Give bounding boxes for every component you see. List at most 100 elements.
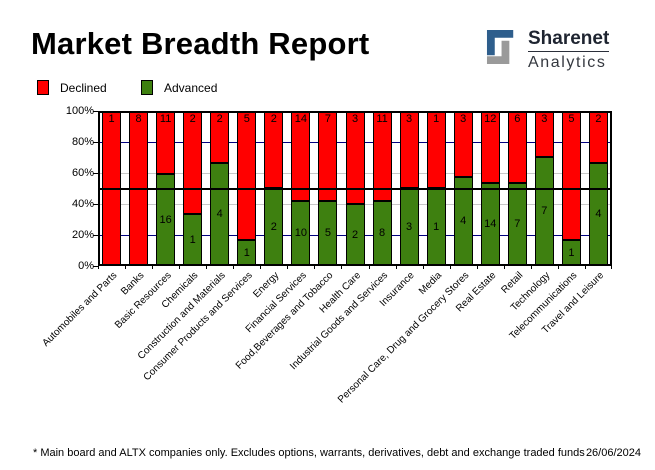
x-axis-tick	[530, 266, 532, 269]
declined-count: 5	[568, 113, 575, 125]
y-axis-tick	[93, 234, 98, 236]
y-axis-label: 40%	[71, 197, 94, 210]
declined-color-swatch	[37, 80, 49, 95]
y-axis-label: 0%	[78, 259, 94, 272]
x-axis-tick	[233, 266, 235, 269]
x-axis-tick	[584, 266, 586, 269]
bar-2: 11 16	[156, 111, 176, 266]
declined-segment: 3	[453, 111, 473, 177]
declined-count: 11	[159, 113, 172, 125]
declined-count: 7	[324, 113, 331, 125]
advanced-count: 4	[595, 208, 602, 220]
x-axis-tick	[557, 266, 559, 269]
x-axis-tick	[206, 266, 208, 269]
declined-segment: 2	[588, 111, 608, 163]
sharenet-square-s-icon	[486, 30, 514, 65]
x-axis-tick	[341, 266, 343, 269]
x-axis-tick	[125, 266, 127, 269]
x-axis-tick	[314, 266, 316, 269]
declined-segment: 3	[345, 111, 365, 204]
declined-count: 14	[294, 113, 308, 125]
y-axis-tick	[93, 110, 98, 112]
gridline-50pct	[98, 187, 612, 190]
declined-segment: 3	[399, 111, 419, 188]
declined-count: 2	[595, 113, 602, 125]
advanced-count: 7	[514, 218, 521, 230]
footnote: * Main board and ALTX companies only. Ex…	[33, 447, 585, 459]
bar-10: 11 8	[372, 111, 392, 266]
bar-14: 12 14	[480, 111, 500, 266]
advanced-count: 2	[270, 220, 277, 233]
x-axis-tick	[179, 266, 181, 269]
x-axis-tick	[98, 266, 99, 269]
declined-count: 1	[108, 113, 115, 125]
declined-segment: 2	[183, 111, 203, 214]
advanced-segment: 16	[156, 174, 176, 266]
y-axis-label: 100%	[65, 104, 94, 117]
x-axis-tick	[422, 266, 424, 269]
declined-segment: 6	[507, 111, 527, 183]
declined-segment: 1	[426, 111, 446, 188]
bar-7: 14 10	[291, 111, 311, 266]
advanced-count: 10	[294, 227, 308, 239]
declined-count: 6	[514, 113, 521, 125]
logo-brand-name: Sharenet	[528, 29, 610, 52]
x-axis-tick	[368, 266, 370, 269]
advanced-count: 16	[159, 213, 172, 226]
advanced-count: 2	[351, 228, 359, 241]
advanced-count: 1	[433, 220, 440, 233]
declined-count: 3	[541, 113, 548, 125]
x-axis-tick	[503, 266, 505, 269]
declined-count: 8	[135, 113, 142, 125]
legend-label-advanced: Advanced	[164, 80, 218, 95]
y-axis-tick	[93, 172, 98, 174]
declined-segment: 11	[372, 111, 392, 201]
advanced-segment: 5	[318, 201, 338, 266]
advanced-count: 7	[541, 205, 548, 217]
declined-segment: 14	[291, 111, 311, 201]
advanced-segment: 1	[183, 214, 203, 266]
y-axis-tick	[93, 203, 98, 205]
declined-count: 1	[433, 113, 440, 125]
advanced-segment: 4	[588, 163, 608, 266]
logo-text: Sharenet Analytics	[528, 29, 610, 72]
y-axis-label: 80%	[71, 135, 94, 148]
declined-count: 2	[189, 113, 196, 125]
x-axis-tick	[287, 266, 289, 269]
advanced-segment: 10	[291, 201, 311, 266]
declined-count: 3	[351, 113, 359, 125]
advanced-segment: 7	[534, 157, 554, 266]
sharenet-logo: Sharenet Analytics	[486, 29, 610, 72]
declined-segment: 11	[156, 111, 176, 174]
advanced-segment: 2	[345, 204, 365, 266]
x-axis-tick	[152, 266, 154, 269]
advanced-segment: 1	[237, 240, 257, 266]
advanced-segment: 4	[453, 177, 473, 266]
advanced-count: 3	[406, 220, 413, 233]
advanced-segment: 4	[210, 163, 230, 266]
advanced-segment: 1	[426, 188, 446, 266]
advanced-count: 8	[378, 227, 386, 239]
advanced-segment: 14	[480, 183, 500, 266]
declined-segment: 5	[237, 111, 257, 240]
legend-label-declined: Declined	[60, 80, 107, 95]
declined-count: 2	[270, 113, 277, 125]
declined-count: 11	[376, 113, 388, 125]
advanced-count: 4	[216, 208, 223, 220]
advanced-count: 1	[243, 246, 250, 259]
y-axis-label: 60%	[71, 166, 94, 179]
logo-sub-name: Analytics	[528, 54, 607, 71]
declined-segment: 5	[561, 111, 581, 240]
y-axis-tick	[93, 265, 98, 267]
advanced-segment: 3	[399, 188, 419, 266]
declined-count: 3	[406, 113, 413, 125]
declined-count: 2	[216, 113, 223, 125]
advanced-segment: 7	[507, 183, 527, 266]
y-axis-label: 20%	[71, 228, 94, 241]
